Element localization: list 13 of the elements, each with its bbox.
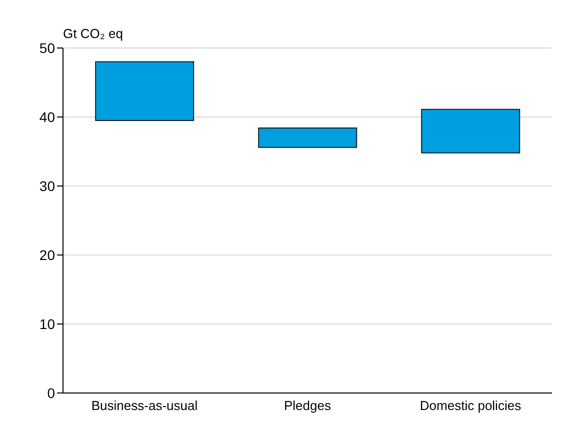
y-tick-label: 40 (39, 108, 56, 125)
y-tick-label: 0 (47, 384, 56, 401)
bar (95, 61, 194, 121)
bar (258, 128, 358, 148)
x-tick-label: Domestic policies (420, 398, 522, 414)
y-axis-title: Gt CO₂ eq (63, 26, 123, 41)
y-tick-label: 10 (39, 316, 56, 332)
y-tick-label: 30 (39, 178, 56, 194)
x-tick-label: Pledges (284, 398, 332, 414)
y-tick-label: 50 (39, 40, 56, 56)
y-tick-label: 20 (39, 246, 56, 263)
x-tick-label: Business-as-usual (91, 398, 198, 414)
bar (421, 108, 520, 154)
